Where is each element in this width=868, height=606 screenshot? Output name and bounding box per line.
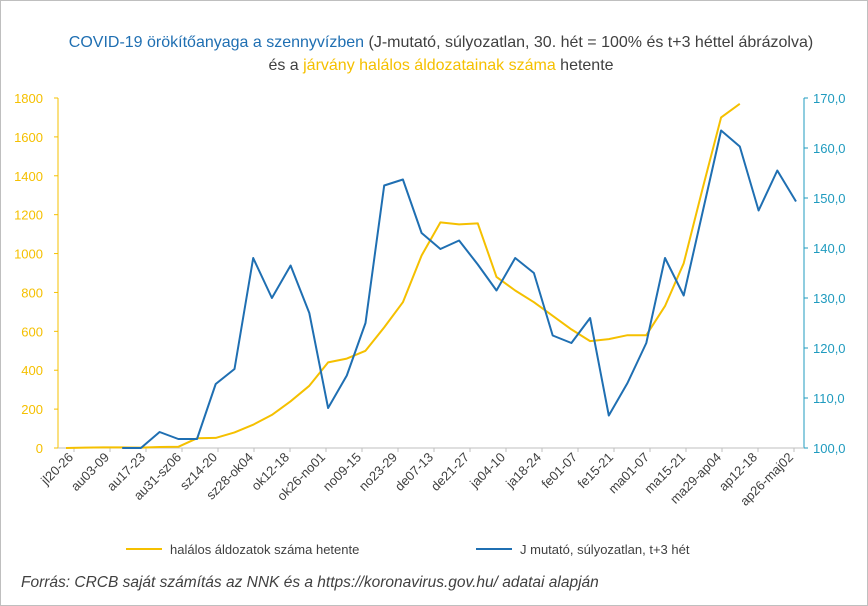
left-tick-label: 600 [21, 324, 43, 339]
right-tick-label: 150,0 [813, 191, 846, 206]
legend-deaths-label: halálos áldozatok száma hetente [170, 542, 359, 557]
axes: 0 200 400 600 800 1000 1200 1400 1600 1800 100,0 11… [14, 91, 845, 509]
x-tick-label: ja04-10 [466, 450, 508, 492]
left-tick-label: 800 [21, 285, 43, 300]
x-tick-label: no09-15 [320, 450, 364, 494]
title-deaths: járvány halálos áldozatainak száma [303, 57, 556, 74]
left-tick-label: 1600 [14, 130, 43, 145]
series-deaths-line [65, 102, 741, 449]
left-tick-label: 1000 [14, 247, 43, 262]
title-wastewater: COVID-19 örökítőanyaga a szennyvízben [68, 34, 365, 51]
x-tick-label: fe01-07 [538, 450, 580, 492]
left-tick-label: 0 [36, 441, 43, 456]
x-tick-label: ja18-24 [502, 450, 544, 492]
x-tick-label: no23-29 [356, 450, 400, 494]
title-middle: (J-mutató, súlyozatlan, 30. hét = 100% é… [268, 34, 814, 74]
right-tick-label: 170,0 [813, 91, 846, 106]
title-end: hetente [555, 57, 614, 74]
legend: halálos áldozatok száma hetente J mutató,… [126, 542, 690, 557]
series-layer [65, 102, 797, 449]
series-jindex-line [122, 129, 797, 449]
x-tick-label: au03-09 [68, 450, 112, 494]
x-tick-label: de07-13 [392, 450, 436, 494]
left-tick-label: 400 [21, 363, 43, 378]
right-tick-label: 120,0 [813, 341, 846, 356]
right-tick-label: 110,0 [813, 391, 845, 406]
right-tick-label: 100,0 [813, 441, 846, 456]
left-tick-label: 1400 [14, 169, 43, 184]
source-note: Forrás: CRCB saját számítás az NNK és a … [21, 574, 599, 591]
left-tick-label: 1800 [14, 91, 43, 106]
left-tick-label: 1200 [14, 208, 43, 223]
right-tick-label: 140,0 [813, 241, 846, 256]
right-tick-label: 130,0 [813, 291, 846, 306]
right-tick-label: 160,0 [813, 141, 846, 156]
chart-title: COVID-19 örökítőanyaga a szennyvízben (J… [61, 31, 821, 77]
legend-jindex-label: J mutató, súlyozatlan, t+3 hét [520, 542, 690, 557]
left-tick-label: 200 [21, 402, 43, 417]
x-tick-label: de21-27 [428, 450, 472, 494]
